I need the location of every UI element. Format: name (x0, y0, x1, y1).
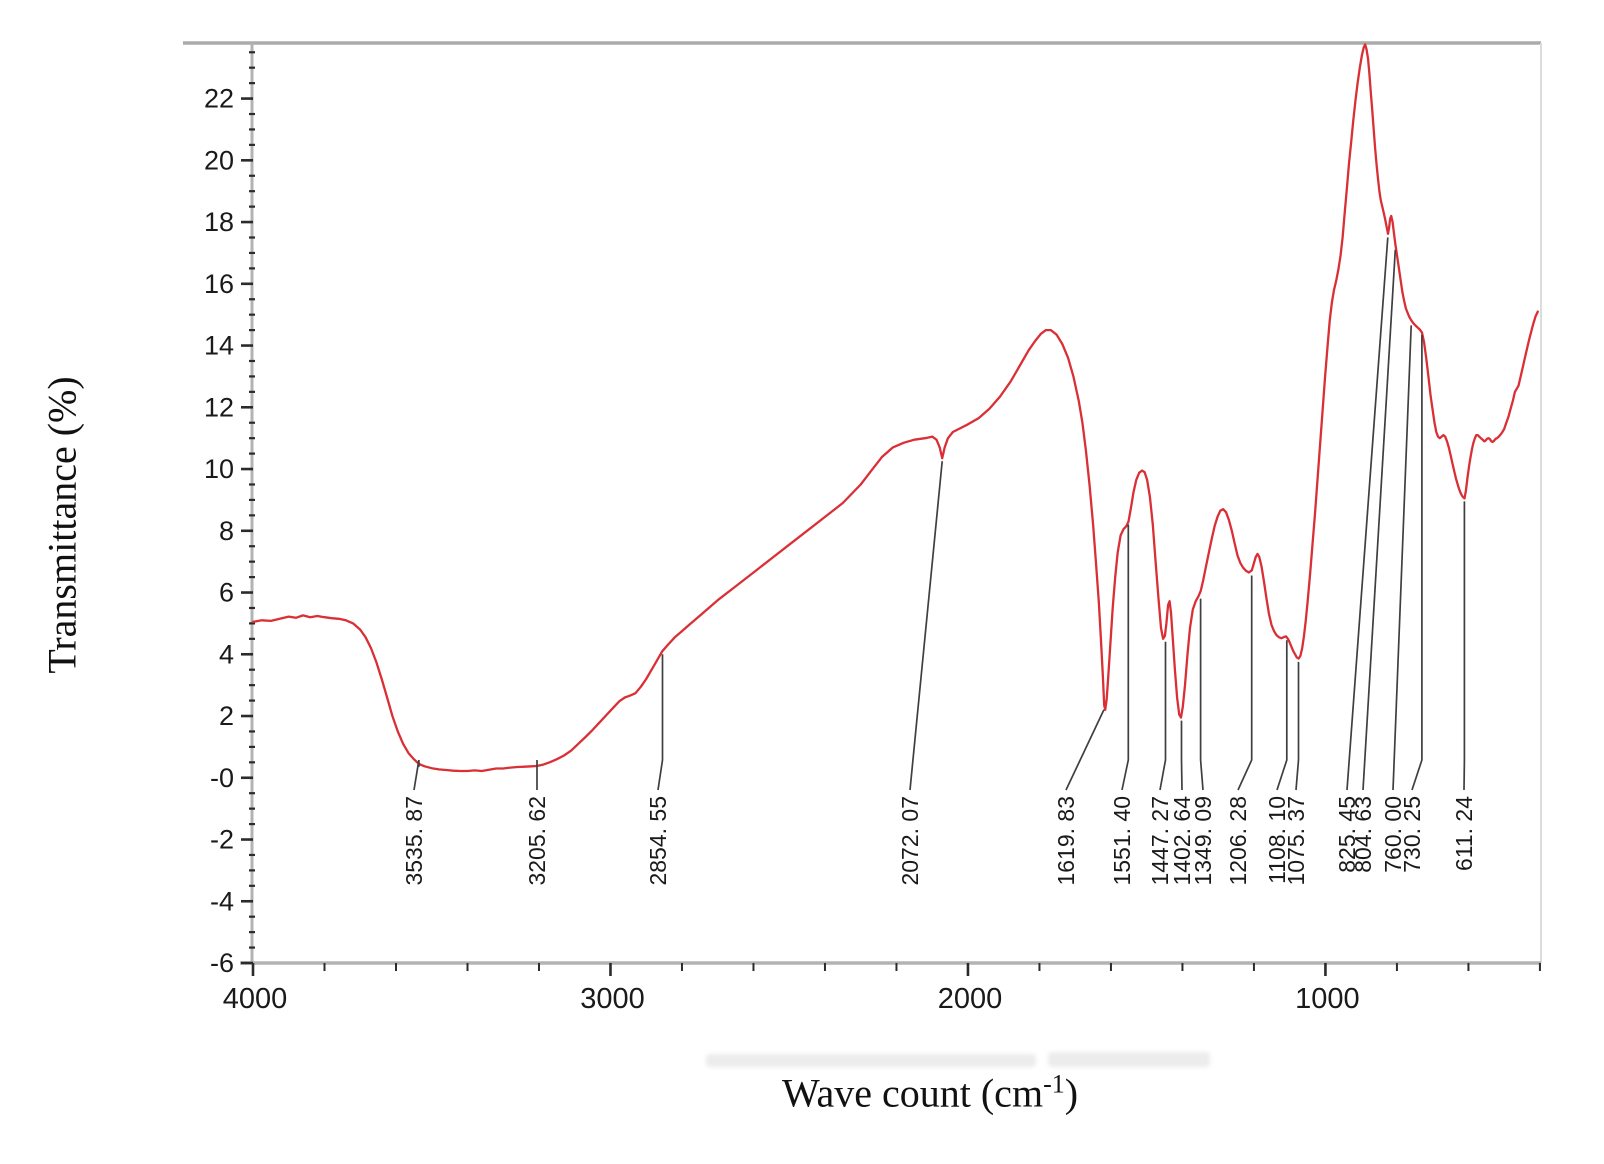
peak-leader-line (413, 759, 420, 791)
peak-label: 2854. 55 (645, 796, 671, 886)
peak-label: 1349. 09 (1190, 796, 1216, 886)
erased-text-artifact (706, 1054, 1036, 1067)
peak-label: 1075. 37 (1283, 796, 1309, 886)
peak-leader-line (1180, 720, 1183, 791)
peak-leader-line (1411, 334, 1423, 791)
peak-leader-line (1346, 237, 1389, 791)
y-tick-label: 14 (204, 331, 234, 361)
peak-leader-line (1199, 598, 1204, 791)
peak-label: 825. 45 (1334, 796, 1360, 873)
peak-label: 1619. 83 (1053, 796, 1079, 886)
erased-text-artifact (1048, 1052, 1210, 1067)
y-tick-label: -4 (210, 886, 234, 916)
y-tick-label: 18 (204, 207, 234, 237)
peak-label: 1551. 40 (1109, 796, 1135, 886)
y-tick-label: 16 (204, 269, 234, 299)
peak-label: 2072. 07 (897, 796, 923, 886)
y-tick-label: -2 (210, 825, 234, 855)
peak-leader-line (1237, 575, 1253, 791)
x-axis-title-text: Wave count (cm (781, 1070, 1044, 1116)
y-tick-label: 4 (219, 639, 234, 669)
peak-label: 1402. 64 (1169, 796, 1195, 886)
spectrum-curve (251, 43, 1539, 773)
y-tick-label: -6 (210, 948, 234, 978)
peak-leader-line (1362, 249, 1397, 791)
peak-label: 804. 63 (1350, 796, 1376, 873)
y-tick-label: 12 (204, 392, 234, 422)
peak-label: 3535. 87 (401, 796, 427, 886)
peak-leader-line (1392, 325, 1413, 791)
peak-leader-line (1276, 640, 1288, 791)
y-tick-label: 8 (219, 516, 234, 546)
x-axis-title: Wave count (cm-1) (782, 1069, 1078, 1116)
y-tick-label: -0 (210, 763, 234, 793)
x-tick-label: 1000 (1295, 983, 1360, 1015)
peak-label: 1447. 27 (1147, 796, 1173, 886)
peak-label: 3205. 62 (524, 796, 550, 886)
y-axis-title: Transmittance (%) (39, 376, 85, 674)
x-axis-title-close: ) (1064, 1070, 1079, 1116)
y-tick-label: 10 (204, 454, 234, 484)
peak-leader-line (1121, 524, 1130, 791)
peak-label: 1206. 28 (1225, 796, 1251, 886)
peak-label: 1108. 10 (1264, 796, 1290, 884)
peak-label: 730. 25 (1399, 796, 1425, 873)
x-tick-label: 2000 (938, 983, 1003, 1015)
peak-leader-line (1295, 661, 1300, 791)
peak-leader-line (1065, 709, 1105, 791)
peak-label: 611. 24 (1451, 796, 1477, 871)
x-tick-label: 4000 (223, 983, 288, 1015)
y-tick-label: 6 (219, 578, 234, 608)
peak-leader-line (1159, 641, 1167, 791)
y-tick-label: 2 (219, 701, 234, 731)
y-tick-label: 20 (204, 145, 234, 175)
x-tick-label: 3000 (580, 983, 645, 1015)
peak-leader-line (909, 461, 944, 791)
peak-leader-line (657, 654, 664, 791)
peak-label: 760. 00 (1380, 796, 1406, 873)
y-tick-label: 22 (204, 84, 234, 114)
x-axis-title-superscript: -1 (1043, 1069, 1065, 1099)
